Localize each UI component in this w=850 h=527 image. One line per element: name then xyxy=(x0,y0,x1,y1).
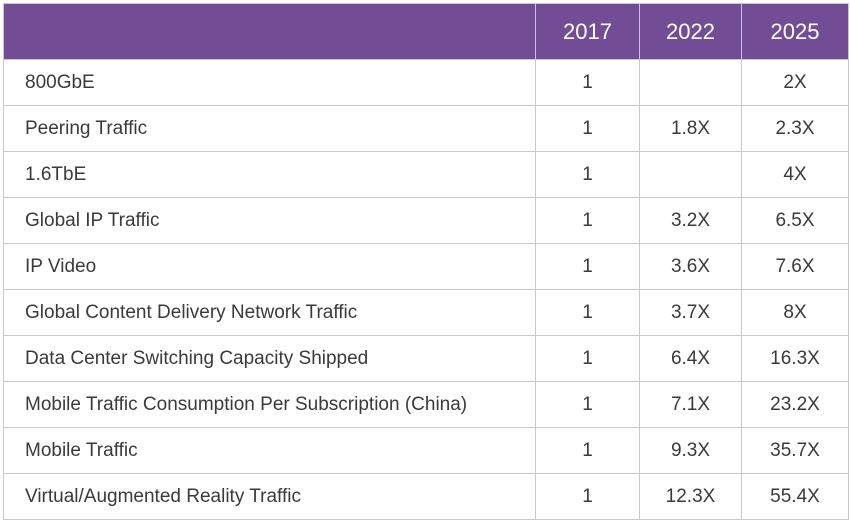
cell: 2X xyxy=(741,59,849,106)
row-label: 800GbE xyxy=(3,59,536,106)
cell: 4X xyxy=(741,151,849,198)
table-row: Mobile Traffic Consumption Per Subscript… xyxy=(3,381,849,428)
cell: 1 xyxy=(535,243,640,290)
cell: 16.3X xyxy=(741,335,849,382)
row-label: Global Content Delivery Network Traffic xyxy=(3,289,536,336)
cell: 9.3X xyxy=(639,427,742,474)
column-header: 2017 xyxy=(535,3,640,60)
cell: 23.2X xyxy=(741,381,849,428)
cell: 6.5X xyxy=(741,197,849,244)
cell xyxy=(639,59,742,106)
cell: 1 xyxy=(535,427,640,474)
table-row: Global IP Traffic 1 3.2X 6.5X xyxy=(3,197,849,244)
row-label: Global IP Traffic xyxy=(3,197,536,244)
table-row: 1.6TbE 1 4X xyxy=(3,151,849,198)
cell: 1 xyxy=(535,59,640,106)
cell: 1 xyxy=(535,473,640,520)
header-row: 2017 2022 2025 xyxy=(3,3,849,60)
cell: 1 xyxy=(535,151,640,198)
table-row: 800GbE 1 2X xyxy=(3,59,849,106)
cell: 1 xyxy=(535,335,640,382)
cell: 1 xyxy=(535,289,640,336)
cell: 1 xyxy=(535,381,640,428)
cell: 6.4X xyxy=(639,335,742,382)
table-body: 800GbE 1 2X Peering Traffic 1 1.8X 2.3X 1.6TbE 1… xyxy=(3,59,849,520)
table-row: Peering Traffic 1 1.8X 2.3X xyxy=(3,105,849,152)
row-label: Data Center Switching Capacity Shipped xyxy=(3,335,536,382)
cell: 55.4X xyxy=(741,473,849,520)
table-row: Global Content Delivery Network Traffic 1… xyxy=(3,289,849,336)
table-row: Mobile Traffic 1 9.3X 35.7X xyxy=(3,427,849,474)
row-label: Peering Traffic xyxy=(3,105,536,152)
cell: 3.6X xyxy=(639,243,742,290)
cell: 3.2X xyxy=(639,197,742,244)
row-label: IP Video xyxy=(3,243,536,290)
table-row: Data Center Switching Capacity Shipped 1 6… xyxy=(3,335,849,382)
header-corner xyxy=(3,3,536,60)
table-header: 2017 2022 2025 xyxy=(3,3,849,60)
cell: 1 xyxy=(535,105,640,152)
row-label: Mobile Traffic xyxy=(3,427,536,474)
row-label: Virtual/Augmented Reality Traffic xyxy=(3,473,536,520)
cell: 2.3X xyxy=(741,105,849,152)
cell: 1.8X xyxy=(639,105,742,152)
cell: 7.1X xyxy=(639,381,742,428)
table-row: Virtual/Augmented Reality Traffic 1 12.3X 5… xyxy=(3,473,849,520)
row-label: 1.6TbE xyxy=(3,151,536,198)
cell: 3.7X xyxy=(639,289,742,336)
cell: 7.6X xyxy=(741,243,849,290)
cell xyxy=(639,151,742,198)
cell: 8X xyxy=(741,289,849,336)
cell: 1 xyxy=(535,197,640,244)
column-header: 2022 xyxy=(639,3,742,60)
row-label: Mobile Traffic Consumption Per Subscript… xyxy=(3,381,536,428)
column-header: 2025 xyxy=(741,3,849,60)
data-table: 2017 2022 2025 800GbE 1 2X Peering Traffic 1 1.… xyxy=(3,3,849,520)
cell: 12.3X xyxy=(639,473,742,520)
table-row: IP Video 1 3.6X 7.6X xyxy=(3,243,849,290)
cell: 35.7X xyxy=(741,427,849,474)
